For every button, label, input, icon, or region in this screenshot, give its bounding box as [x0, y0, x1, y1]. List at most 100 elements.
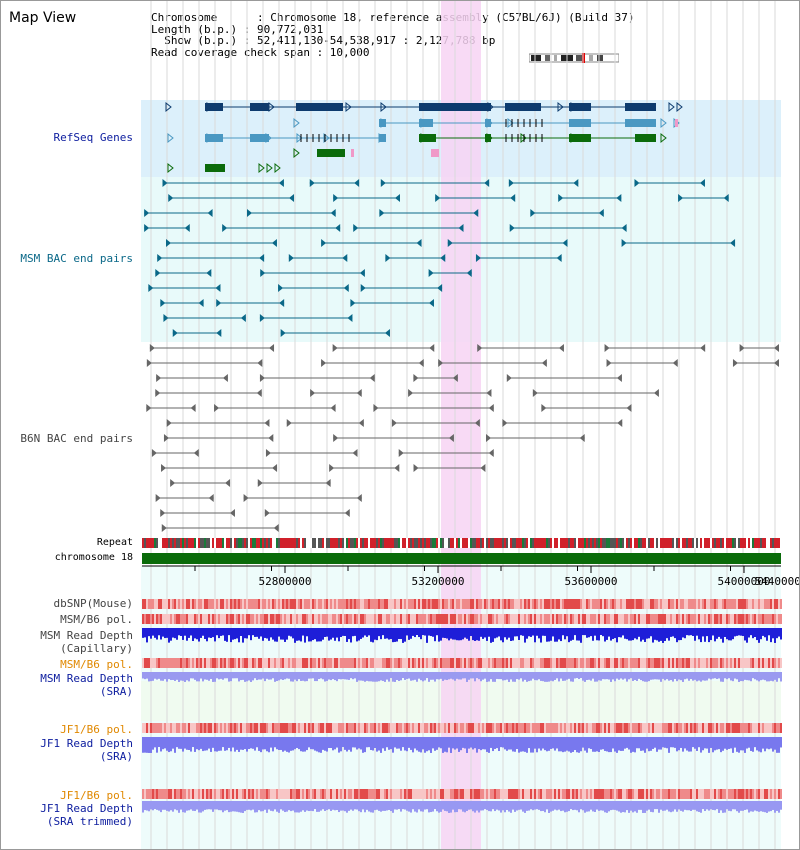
- polymorphism-cell: [526, 614, 528, 624]
- polymorphism-cell: [164, 723, 166, 733]
- polymorphism-cell: [186, 599, 188, 609]
- depth-bar: [678, 672, 680, 680]
- polymorphism-cell: [230, 723, 232, 733]
- repeat-bar: [764, 538, 766, 548]
- repeat-bar: [364, 538, 366, 548]
- track-label-msm-b6-pol-1[interactable]: MSM/B6 pol.: [60, 613, 133, 626]
- b6n-bac-end-pairs-track[interactable]: [146, 344, 779, 532]
- polymorphism-cell: [384, 723, 386, 733]
- depth-bar: [778, 737, 780, 753]
- track-label-msm-bac[interactable]: MSM BAC end pairs: [20, 252, 133, 265]
- polymorphism-cell: [706, 658, 708, 668]
- depth-bar: [758, 737, 760, 752]
- polymorphism-cell: [160, 614, 162, 624]
- gene-strand-marker: [293, 117, 300, 129]
- repeat-bar: [500, 538, 502, 548]
- depth-bar: [324, 801, 326, 811]
- track-label-dbsnp[interactable]: dbSNP(Mouse): [53, 597, 133, 610]
- polymorphism-cell: [554, 614, 556, 624]
- selection-highlight[interactable]: [441, 1, 481, 849]
- track-label-jf1-depth[interactable]: JF1 Read Depth: [40, 737, 133, 750]
- track-label-chromosome[interactable]: chromosome 18: [54, 552, 133, 563]
- repeat-bar: [344, 538, 346, 548]
- track-label-msm-depth-capillary[interactable]: MSM Read Depth: [40, 629, 133, 642]
- depth-bar: [238, 737, 240, 752]
- depth-bar: [394, 672, 396, 682]
- polymorphism-cell: [188, 614, 190, 624]
- depth-bar: [242, 801, 244, 813]
- bac-end-marker: [440, 254, 446, 262]
- track-label-jf1-pol-1[interactable]: JF1/B6 pol.: [60, 723, 133, 736]
- repeat-bar: [236, 538, 238, 548]
- polymorphism-cell: [338, 599, 340, 609]
- repeat-bar: [626, 538, 628, 548]
- depth-bar: [144, 737, 146, 753]
- depth-bar: [436, 672, 438, 680]
- depth-bar: [160, 801, 162, 813]
- polymorphism-cell: [728, 658, 730, 668]
- depth-bar: [486, 672, 488, 682]
- depth-bar: [618, 628, 620, 638]
- polymorphism-cell: [624, 723, 626, 733]
- polymorphism-cell: [244, 614, 246, 624]
- polymorphism-cell: [630, 599, 632, 609]
- polymorphism-cell: [502, 723, 504, 733]
- repeat-bar: [586, 538, 588, 548]
- depth-bar: [446, 672, 448, 681]
- depth-bar: [302, 801, 304, 811]
- polymorphism-cell: [410, 789, 412, 799]
- repeat-bar: [314, 538, 316, 548]
- track-label-refseq[interactable]: RefSeq Genes: [53, 131, 133, 144]
- polymorphism-cell: [478, 789, 480, 799]
- bac-end-marker: [155, 389, 161, 397]
- refseq-genes-track[interactable]: [165, 101, 683, 174]
- depth-bar: [554, 672, 556, 680]
- polymorphism-cell: [598, 614, 600, 624]
- track-label-repeat[interactable]: Repeat: [96, 537, 133, 548]
- polymorphism-cell: [734, 658, 736, 668]
- depth-bar: [648, 672, 650, 682]
- bac-end-marker: [558, 344, 564, 352]
- polymorphism-cell: [506, 599, 508, 609]
- depth-bar: [174, 801, 176, 810]
- depth-bar: [164, 737, 166, 749]
- polymorphism-cell: [404, 789, 406, 799]
- polymorphism-cell: [462, 789, 464, 799]
- polymorphism-cell: [646, 789, 648, 799]
- depth-bar: [522, 737, 524, 752]
- depth-bar: [190, 628, 192, 636]
- depth-bar: [336, 672, 338, 682]
- depth-bar: [480, 801, 482, 811]
- track-label-msm-b6-pol-2[interactable]: MSM/B6 pol.: [60, 658, 133, 671]
- repeat-bar: [376, 538, 378, 548]
- depth-bar: [200, 737, 202, 749]
- depth-bar: [256, 628, 258, 637]
- polymorphism-cell: [402, 789, 404, 799]
- depth-bar: [158, 737, 160, 748]
- repeat-bar: [446, 538, 448, 548]
- track-label-msm-depth-sra[interactable]: MSM Read Depth: [40, 672, 133, 685]
- polymorphism-cell: [280, 599, 282, 609]
- depth-bar: [682, 628, 684, 638]
- depth-bar: [398, 801, 400, 810]
- polymorphism-cell: [280, 614, 282, 624]
- track-label-jf1-pol-2[interactable]: JF1/B6 pol.: [60, 789, 133, 802]
- polymorphism-cell: [738, 723, 740, 733]
- repeat-bar: [250, 538, 252, 548]
- depth-bar: [688, 801, 690, 811]
- depth-bar: [542, 801, 544, 811]
- polymorphism-cell: [466, 614, 468, 624]
- track-label-jf1-trimmed-depth[interactable]: JF1 Read Depth: [40, 802, 133, 815]
- track-label-b6n-bac[interactable]: B6N BAC end pairs: [20, 432, 133, 445]
- msm-bac-end-pairs-track[interactable]: [144, 179, 736, 337]
- depth-bar: [730, 737, 732, 749]
- polymorphism-cell: [770, 789, 772, 799]
- polymorphism-cell: [160, 789, 162, 799]
- depth-bar: [192, 628, 194, 641]
- depth-bar: [764, 628, 766, 638]
- depth-bar: [552, 737, 554, 749]
- depth-bar: [298, 801, 300, 813]
- polymorphism-cell: [594, 658, 596, 668]
- depth-bar: [432, 672, 434, 680]
